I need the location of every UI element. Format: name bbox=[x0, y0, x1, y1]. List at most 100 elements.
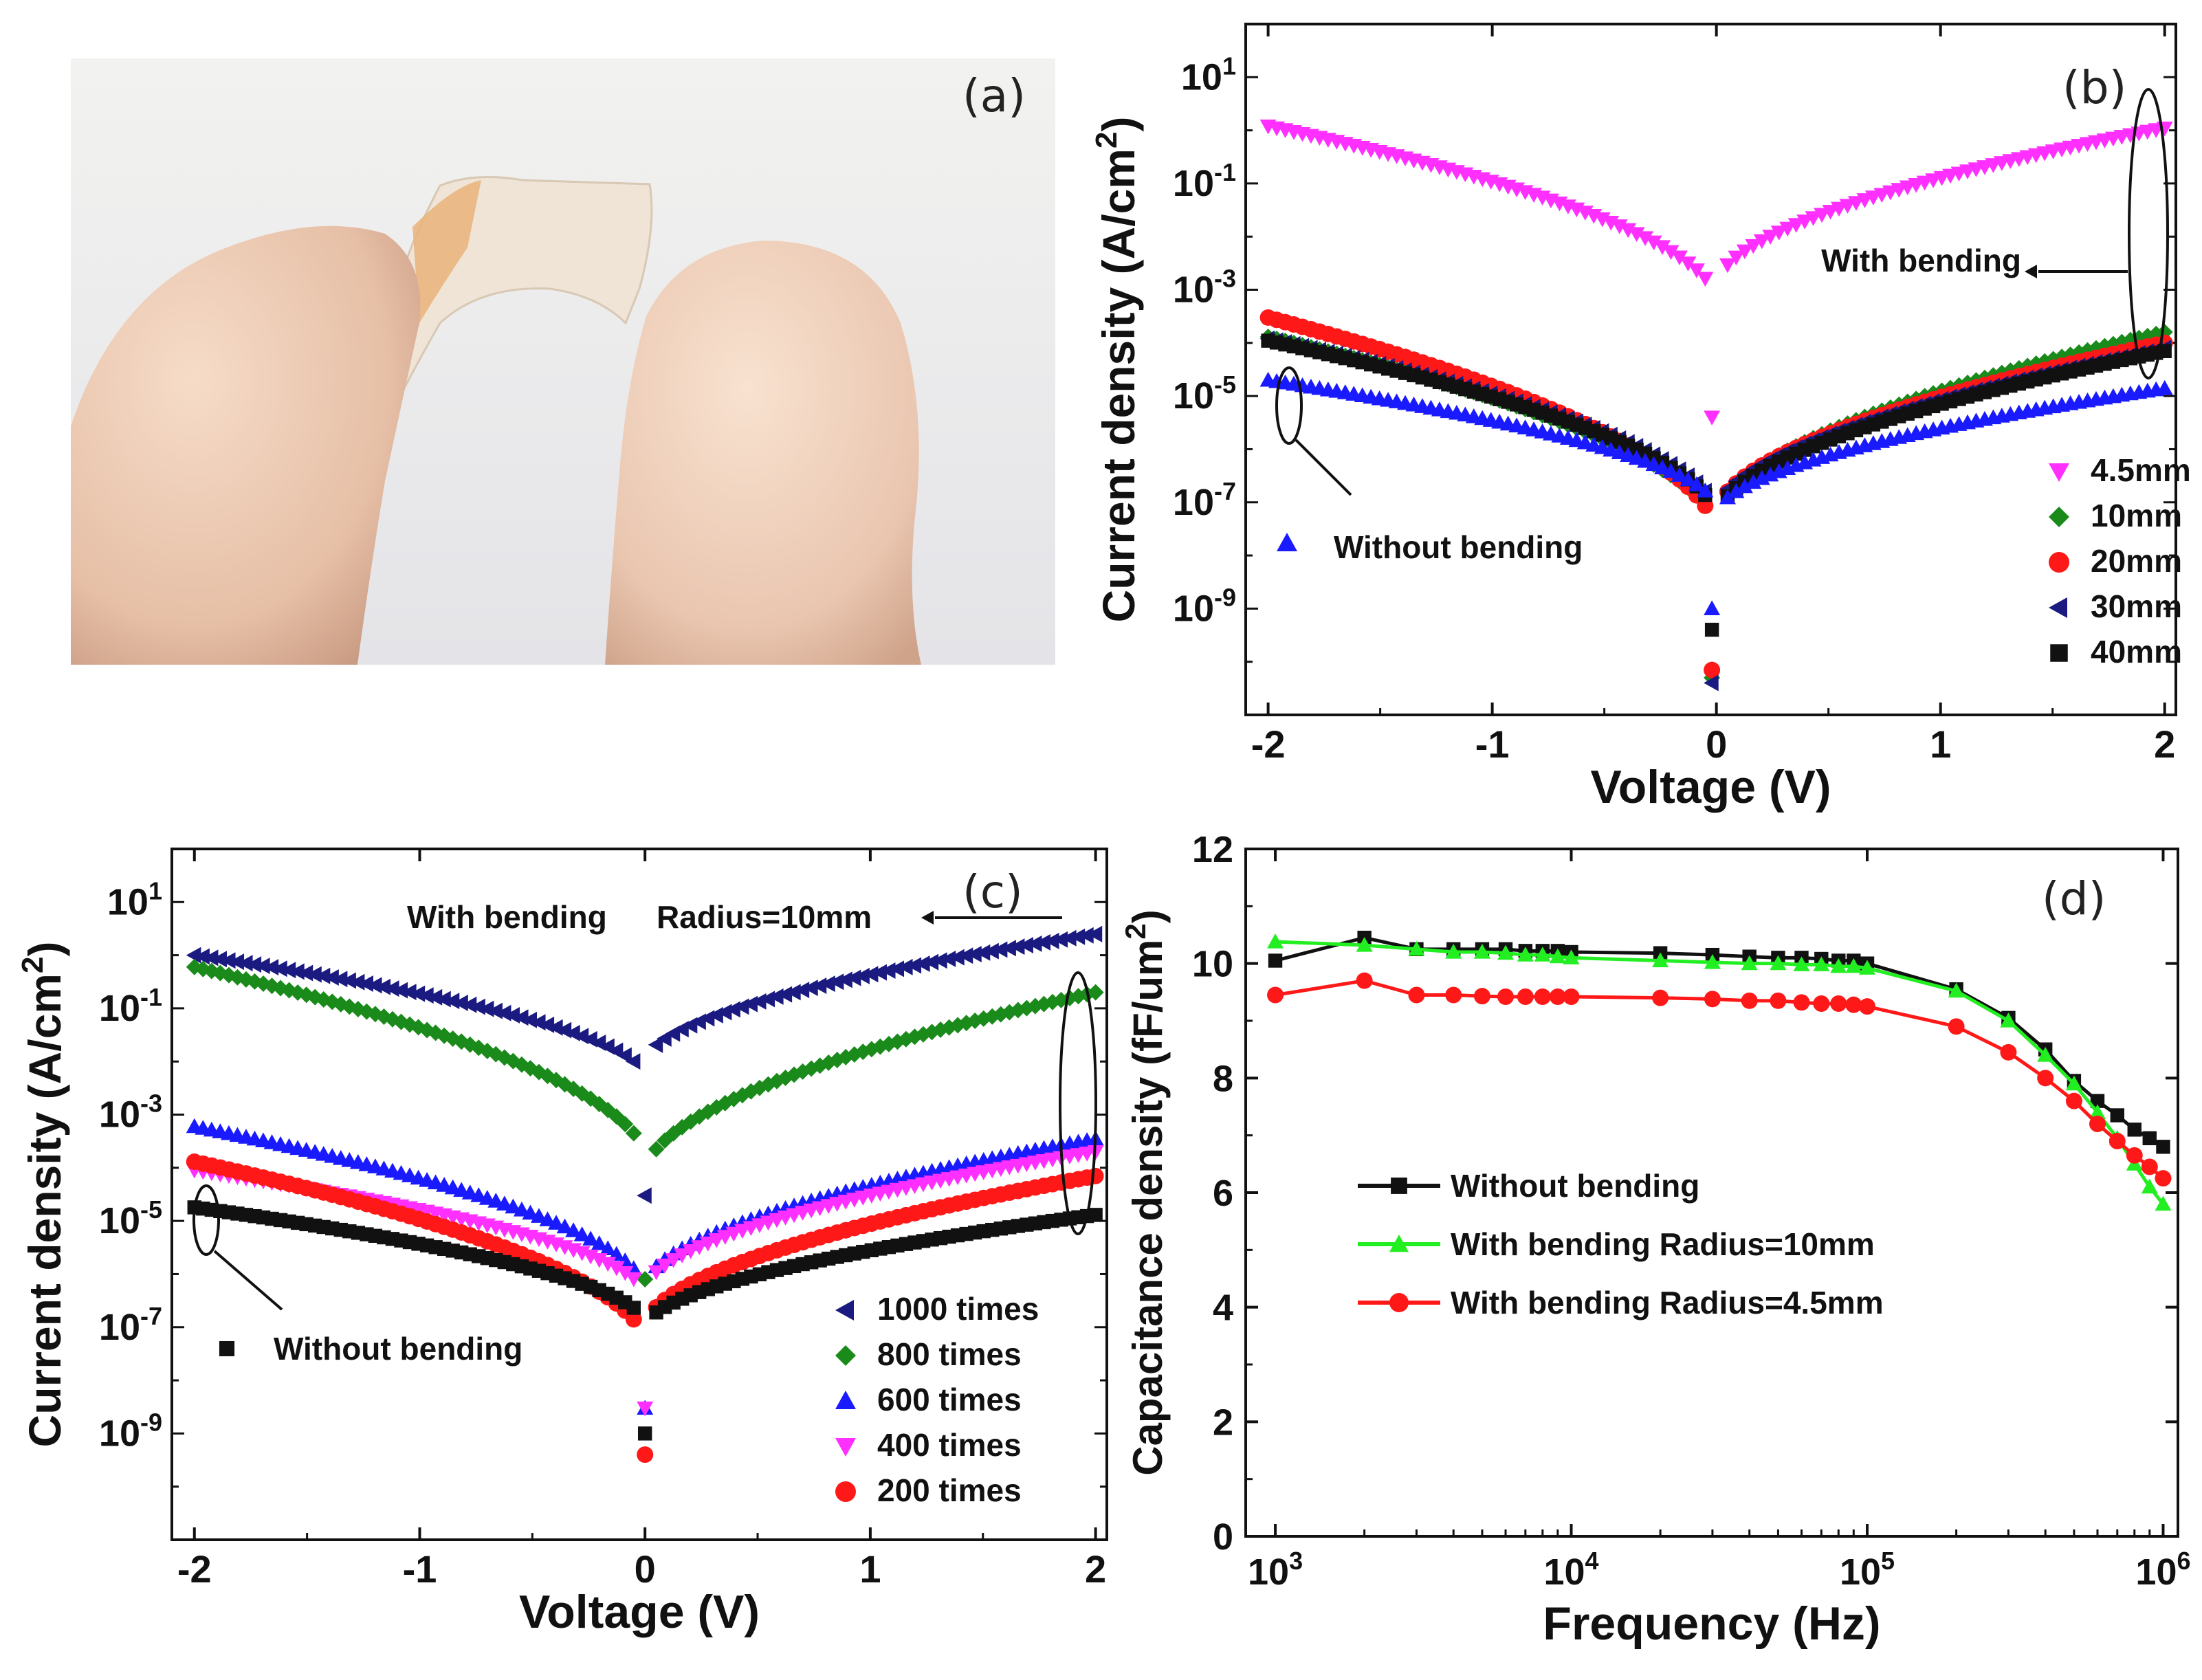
x-tick-label: 1 bbox=[1930, 722, 1951, 766]
legend-label: 40mm bbox=[2091, 634, 2182, 670]
x-tick-label: 1 bbox=[859, 1547, 881, 1591]
data-point bbox=[1473, 944, 1490, 959]
with-bending-text: With bending bbox=[407, 899, 607, 935]
y-tick-label: 4 bbox=[1213, 1287, 1233, 1329]
data-point bbox=[556, 1218, 573, 1234]
legend-label: 400 times bbox=[877, 1427, 1022, 1463]
y-tick-label: 10-7 bbox=[1173, 477, 1236, 523]
x-tick-label: -2 bbox=[177, 1547, 212, 1591]
radius-text: Radius=10mm bbox=[657, 899, 872, 935]
data-point bbox=[1645, 235, 1662, 251]
data-point bbox=[263, 959, 279, 976]
data-point bbox=[769, 988, 784, 1005]
legend-marker bbox=[835, 1345, 856, 1366]
data-point bbox=[280, 962, 296, 979]
data-point bbox=[1563, 949, 1580, 964]
data-point bbox=[1445, 944, 1462, 959]
legend-marker bbox=[1389, 1293, 1409, 1312]
data-point bbox=[591, 1235, 608, 1250]
data-point-outlier bbox=[1704, 674, 1719, 692]
data-point bbox=[1745, 239, 1762, 254]
data-point bbox=[1796, 214, 1814, 230]
data-point bbox=[1053, 931, 1068, 948]
photo-finger-left bbox=[71, 225, 421, 665]
data-point bbox=[470, 998, 485, 1015]
legend-marker bbox=[835, 1391, 856, 1409]
series-line bbox=[1275, 940, 2165, 1206]
without-bending-text: Without bending bbox=[274, 1331, 522, 1367]
without-bending-text: Without bending bbox=[1334, 529, 1583, 565]
data-point bbox=[436, 991, 451, 1008]
data-point bbox=[565, 1222, 582, 1237]
legend-marker bbox=[1389, 1235, 1409, 1252]
data-point bbox=[1753, 234, 1770, 250]
data-point bbox=[897, 958, 913, 975]
data-point bbox=[1830, 958, 1847, 973]
with-bending-ellipse bbox=[1059, 971, 1097, 1235]
data-point bbox=[1637, 231, 1654, 246]
data-point bbox=[1793, 994, 1810, 1011]
y-tick-label: 10-1 bbox=[99, 983, 162, 1029]
x-tick-label: 105 bbox=[1840, 1547, 1895, 1593]
data-point bbox=[1654, 459, 1671, 474]
photo-finger-right bbox=[605, 241, 921, 665]
panel-label: (b) bbox=[2062, 61, 2126, 114]
data-point bbox=[453, 994, 468, 1011]
data-point bbox=[889, 960, 905, 977]
data-point bbox=[2000, 1043, 2017, 1061]
legend-label: 1000 times bbox=[877, 1291, 1039, 1327]
data-point bbox=[366, 977, 382, 994]
data-point bbox=[1704, 991, 1721, 1008]
legend-marker bbox=[2049, 463, 2069, 482]
data-point bbox=[1267, 986, 1284, 1004]
y-tick-label: 0 bbox=[1213, 1516, 1233, 1558]
y-tick-label: 10-1 bbox=[1173, 158, 1236, 204]
legend-marker bbox=[835, 1481, 856, 1502]
data-point bbox=[2127, 1123, 2142, 1137]
legend-marker bbox=[2050, 644, 2068, 662]
data-point bbox=[212, 951, 227, 968]
data-point bbox=[932, 952, 947, 969]
data-point bbox=[1779, 221, 1796, 237]
data-point bbox=[665, 1253, 682, 1268]
x-axis-title: Frequency (Hz) bbox=[1543, 1598, 1880, 1650]
data-point bbox=[691, 1240, 708, 1255]
data-point bbox=[1787, 218, 1805, 233]
data-point-outlier bbox=[637, 1401, 654, 1417]
data-point bbox=[1061, 929, 1077, 947]
y-tick-label: 10-9 bbox=[99, 1408, 162, 1454]
legend-label: With bending Radius=4.5mm bbox=[1451, 1285, 1884, 1320]
with-bending-ellipse bbox=[2128, 88, 2169, 379]
data-point bbox=[811, 977, 827, 995]
data-point bbox=[958, 947, 973, 964]
data-point bbox=[1770, 225, 1787, 241]
data-point bbox=[573, 1226, 591, 1241]
data-point bbox=[734, 998, 749, 1015]
data-point bbox=[2155, 1195, 2172, 1211]
x-tick-label: -2 bbox=[1251, 722, 1286, 766]
data-point bbox=[1009, 938, 1025, 955]
data-point bbox=[1728, 250, 1745, 266]
data-point bbox=[2089, 1116, 2106, 1132]
with-bending-text: With bending bbox=[1821, 243, 2021, 278]
data-point bbox=[975, 944, 991, 961]
series-line bbox=[1275, 936, 2164, 1149]
data-point-outlier bbox=[637, 1446, 654, 1463]
data-point bbox=[1770, 992, 1787, 1009]
data-point bbox=[1948, 1018, 1965, 1035]
data-point bbox=[1697, 482, 1714, 498]
x-tick-label: 2 bbox=[1085, 1547, 1106, 1591]
legend-label: Without bending bbox=[1451, 1168, 1699, 1204]
data-point bbox=[591, 1252, 608, 1268]
data-point bbox=[324, 969, 339, 986]
data-point bbox=[496, 1004, 511, 1021]
data-point bbox=[617, 1116, 634, 1133]
data-point bbox=[2156, 379, 2173, 395]
data-point bbox=[923, 953, 939, 971]
y-tick-label: 10-3 bbox=[99, 1090, 162, 1136]
y-tick-label: 10-5 bbox=[99, 1195, 162, 1241]
data-point bbox=[195, 948, 210, 965]
data-point bbox=[349, 973, 365, 991]
data-point bbox=[1356, 937, 1373, 952]
